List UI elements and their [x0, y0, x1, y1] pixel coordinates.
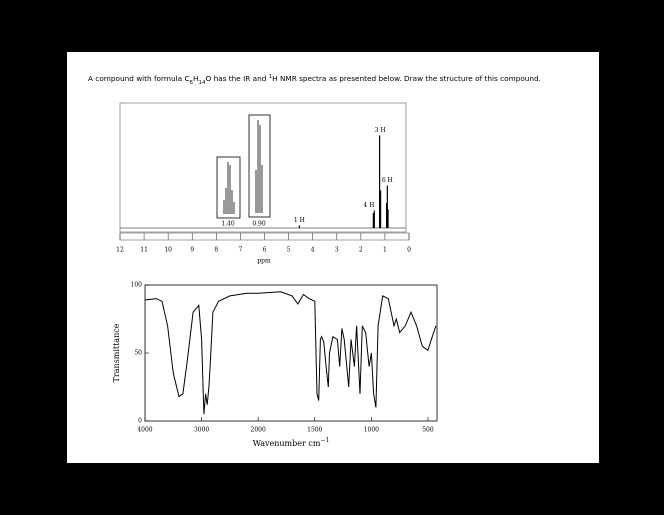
superscript: −1	[320, 437, 329, 444]
x-tick-label: 12	[116, 247, 124, 254]
inset-label: 0.90	[252, 221, 266, 228]
x-tick-label: 5	[287, 247, 291, 254]
text-run: A compound with formula C	[88, 74, 190, 83]
x-tick-label: 7	[239, 247, 243, 254]
inset-label: 1.40	[221, 221, 235, 228]
x-tick-label: 10	[164, 247, 172, 254]
x-axis-label: ppm	[257, 258, 271, 265]
x-axis-label: Wavenumber cm−1	[253, 437, 330, 448]
inset-multiplet	[223, 162, 235, 214]
subscript: 6	[190, 80, 194, 86]
spectrum-line	[144, 291, 437, 415]
x-tick-label: 0	[407, 247, 411, 254]
x-tick-label: 2	[359, 247, 363, 254]
text-run: O has the IR and	[206, 74, 269, 83]
inset-box	[248, 114, 271, 218]
peak-label: 6 H	[382, 177, 393, 184]
x-tick-label: 1	[383, 247, 387, 254]
x-tick-label: 4000	[137, 427, 152, 434]
y-axis-label: Transmittance	[112, 323, 121, 382]
peak-label: 3 H	[375, 127, 386, 134]
x-tick-label: 4	[311, 247, 315, 254]
peak-label: 1 H	[294, 217, 305, 224]
x-tick-label: 8	[214, 247, 218, 254]
question: A compound with formula C6H14O has the I…	[88, 74, 541, 86]
x-tick-label: 3000	[194, 427, 209, 434]
x-tick-label: 2000	[251, 427, 266, 434]
x-tick-label: 9	[190, 247, 194, 254]
x-tick-label: 6	[263, 247, 267, 254]
x-tick-label: 1500	[307, 427, 322, 434]
y-tick-label: 100	[131, 282, 143, 289]
nmr-frame	[119, 102, 407, 233]
panel	[67, 52, 599, 463]
inset-box	[216, 156, 241, 219]
peak-label: 4 H	[363, 202, 374, 209]
superscript: 1	[269, 74, 272, 80]
text-run: Wavenumber cm	[253, 439, 321, 448]
inset-multiplet	[255, 120, 263, 213]
y-tick-label: 50	[134, 350, 142, 357]
x-tick-label: 3	[335, 247, 339, 254]
x-tick-label: 500	[422, 427, 434, 434]
text-run: H	[193, 74, 199, 83]
x-tick-label: 11	[140, 247, 148, 254]
text-run: H NMR spectra as presented below. Draw t…	[272, 74, 541, 83]
y-tick-label: 0	[138, 418, 142, 425]
subscript: 14	[199, 80, 206, 86]
x-tick-label: 1000	[364, 427, 379, 434]
